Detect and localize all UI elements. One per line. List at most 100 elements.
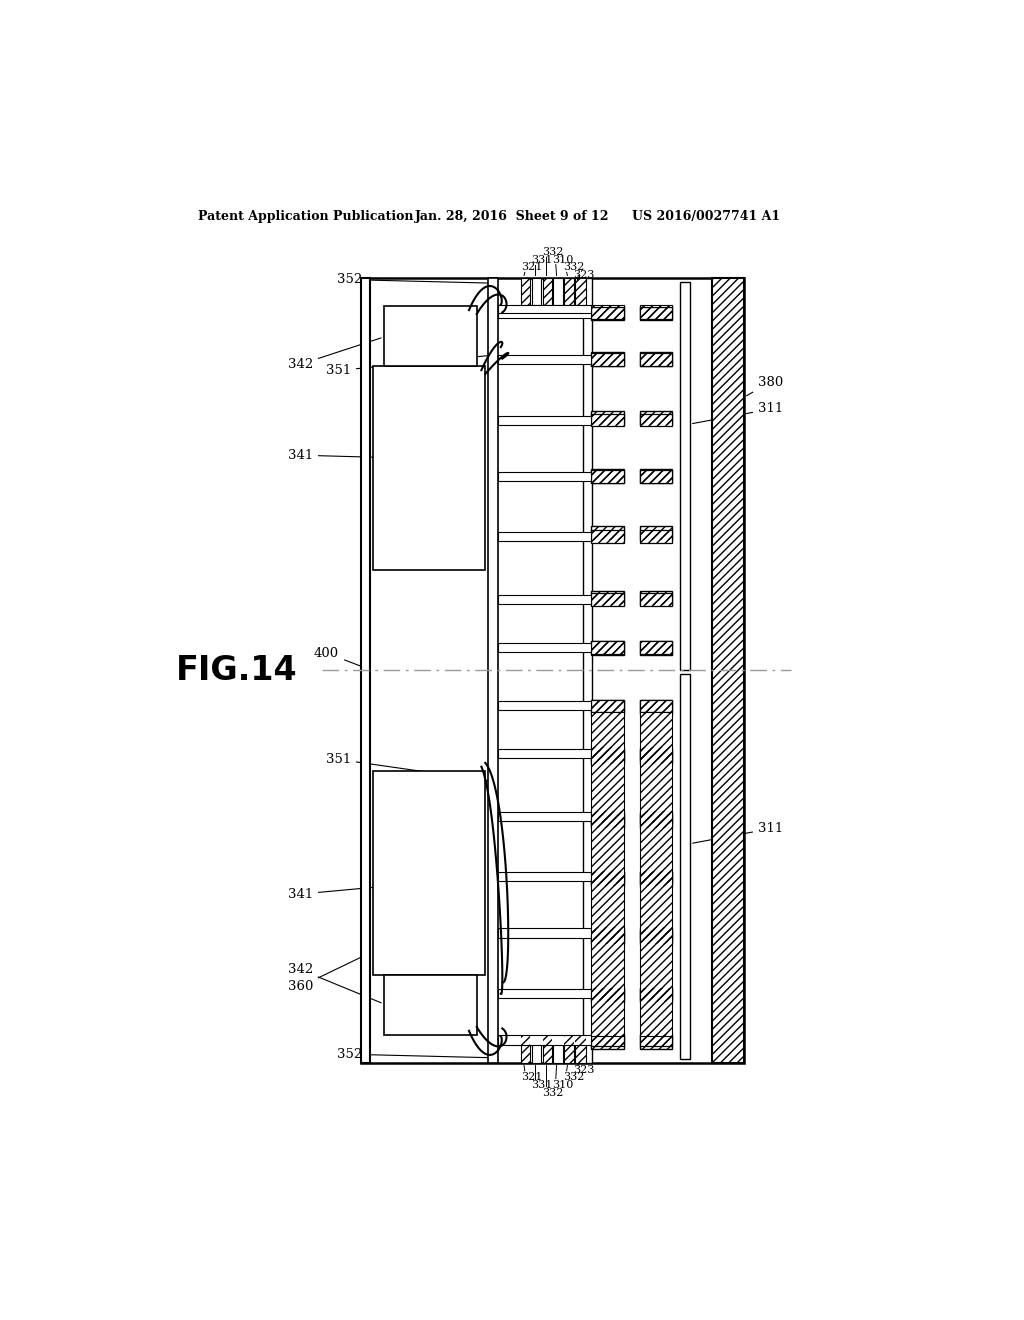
Bar [640, 527, 672, 540]
Bar [640, 747, 672, 760]
Bar [543, 277, 552, 305]
Bar [640, 750, 672, 763]
Bar [592, 810, 624, 822]
Text: 400: 400 [314, 647, 370, 669]
Text: Patent Application Publication: Patent Application Publication [198, 210, 414, 223]
Text: 332: 332 [563, 1072, 584, 1082]
Bar [640, 470, 672, 483]
Bar [640, 1035, 672, 1048]
Bar [583, 277, 592, 1063]
Bar [640, 989, 672, 1002]
Bar [575, 1036, 586, 1063]
Bar [592, 929, 624, 944]
Text: 341: 341 [288, 883, 426, 900]
Bar [592, 989, 624, 1002]
Bar [592, 642, 624, 655]
Text: Jan. 28, 2016  Sheet 9 of 12: Jan. 28, 2016 Sheet 9 of 12 [415, 210, 609, 223]
Bar [713, 277, 744, 1063]
Bar [543, 1036, 552, 1063]
Bar [592, 411, 624, 425]
Text: 342: 342 [288, 338, 381, 371]
Bar [592, 747, 624, 760]
Text: 351: 351 [326, 752, 495, 781]
Bar [640, 305, 672, 308]
Bar [592, 929, 624, 944]
Bar [592, 989, 624, 1002]
Bar [499, 748, 592, 758]
Bar [521, 1036, 530, 1063]
Bar [592, 927, 624, 940]
Bar [592, 469, 624, 483]
Bar [592, 1034, 624, 1047]
Bar [680, 675, 690, 1059]
Text: 341: 341 [288, 449, 426, 462]
Text: 342: 342 [288, 964, 381, 1003]
Bar [640, 987, 672, 1001]
Bar [564, 277, 573, 305]
Text: 352: 352 [337, 273, 489, 286]
Bar [592, 594, 624, 606]
Bar [499, 873, 592, 882]
Bar [640, 929, 672, 944]
Bar [640, 354, 672, 366]
Bar [499, 305, 592, 313]
Text: 331: 331 [531, 255, 552, 264]
Bar [521, 1036, 530, 1063]
Bar [592, 470, 624, 483]
Bar [592, 871, 624, 883]
Bar [592, 594, 624, 606]
Bar [640, 810, 672, 822]
Bar [592, 308, 624, 319]
Bar [640, 873, 672, 886]
Bar [640, 591, 672, 605]
Bar [592, 700, 624, 714]
Bar [640, 414, 672, 426]
Bar [521, 277, 530, 305]
Bar [592, 1035, 624, 1048]
Bar [499, 928, 592, 937]
Bar [592, 1034, 624, 1047]
Bar [640, 308, 672, 319]
Bar [543, 277, 552, 305]
Bar [521, 277, 530, 305]
Text: 323: 323 [573, 1065, 595, 1076]
Bar [360, 277, 744, 1063]
Bar [592, 873, 624, 886]
Bar [592, 470, 624, 483]
Bar [640, 711, 672, 1036]
Bar [640, 814, 672, 829]
Bar [640, 411, 672, 425]
Text: 311: 311 [692, 822, 783, 843]
Bar [592, 810, 624, 822]
Bar [640, 700, 672, 714]
Bar [592, 873, 624, 886]
Bar [554, 277, 563, 305]
Bar [640, 352, 672, 367]
Bar [592, 750, 624, 763]
Bar [592, 700, 624, 711]
Bar [592, 711, 624, 1036]
Bar [592, 305, 624, 308]
Bar [499, 532, 592, 541]
Bar [640, 814, 672, 829]
Bar [640, 352, 672, 367]
Bar [488, 277, 499, 1063]
Bar [713, 277, 744, 1063]
Bar [640, 700, 672, 714]
Bar [592, 306, 624, 321]
Bar [592, 527, 624, 540]
Bar [640, 642, 672, 653]
Text: US 2016/0027741 A1: US 2016/0027741 A1 [632, 210, 780, 223]
Bar [640, 747, 672, 760]
Bar [640, 469, 672, 483]
Bar [592, 927, 624, 940]
Bar [575, 1036, 586, 1063]
Bar [592, 1035, 624, 1048]
Bar [499, 595, 592, 605]
Bar [384, 306, 477, 366]
Bar [592, 411, 624, 425]
Bar [360, 277, 370, 1063]
Bar [384, 974, 477, 1035]
Bar [640, 531, 672, 543]
Text: 332: 332 [542, 1088, 563, 1098]
